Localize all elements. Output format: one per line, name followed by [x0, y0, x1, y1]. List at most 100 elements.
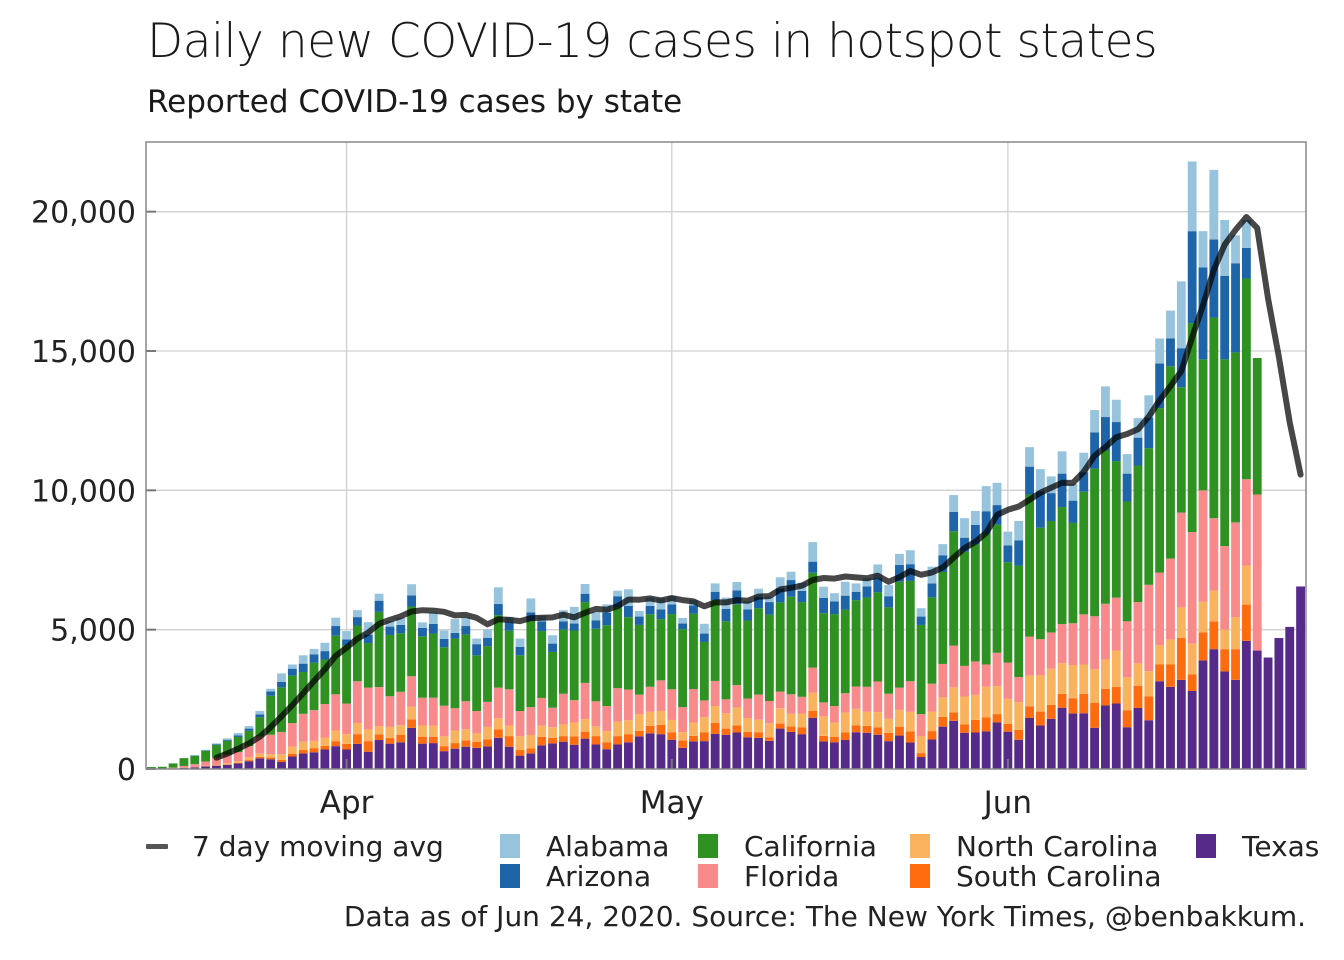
bar-segment-south-carolina — [1079, 693, 1089, 714]
bar-segment-north-carolina — [396, 725, 406, 736]
bar-segment-south-carolina — [342, 743, 351, 750]
bar-segment-florida — [992, 652, 1002, 687]
bar-segment-texas — [1014, 739, 1024, 769]
bar-segment-alabama — [418, 622, 427, 628]
bar-segment-south-carolina — [407, 719, 417, 728]
bar-segment-north-carolina — [287, 746, 297, 754]
bar-segment-florida — [678, 707, 688, 733]
bar-segment-north-carolina — [721, 713, 731, 729]
bar-segment-south-carolina — [558, 736, 568, 742]
bar-segment-north-carolina — [905, 711, 915, 732]
bar-segment-texas — [667, 739, 677, 769]
bar-segment-texas — [992, 722, 1002, 769]
bar-segment-arizona — [1014, 540, 1024, 566]
bar-segment-arizona — [624, 605, 633, 618]
bar-segment-california — [743, 620, 753, 699]
bar-segment-south-carolina — [710, 722, 720, 734]
bar-segment-south-carolina — [1035, 711, 1045, 726]
bar-segment-florida — [808, 667, 818, 693]
bar-segment-texas — [938, 726, 948, 769]
bar-segment-arizona — [884, 596, 894, 608]
bar-segment-arizona — [309, 654, 319, 663]
bar-segment-south-carolina — [352, 734, 362, 744]
bar-segment-texas — [1252, 650, 1262, 769]
bar-segment-south-carolina — [699, 732, 709, 742]
bar-segment-arizona — [829, 601, 839, 615]
bar-segment-california — [418, 636, 427, 698]
bar-segment-california — [537, 631, 547, 698]
bar-segment-california — [277, 687, 286, 732]
bar-segment-alabama — [938, 544, 948, 556]
bar-segment-alabama — [396, 617, 406, 625]
bar-segment-north-carolina — [645, 711, 655, 726]
bar-segment-alabama — [1122, 454, 1132, 474]
bar-segment-south-carolina — [624, 734, 633, 743]
y-tick-label: 10,000 — [31, 474, 136, 509]
bar-segment-alabama — [873, 564, 883, 579]
bar-segment-california — [352, 625, 362, 682]
bar-segment-arizona — [1046, 493, 1056, 521]
bar-segment-florida — [233, 752, 243, 762]
bar-segment-texas — [233, 763, 243, 769]
bar-segment-florida — [1176, 512, 1186, 608]
bar-segment-north-carolina — [862, 711, 872, 726]
bar-segment-alabama — [385, 621, 395, 627]
bar-segment-florida — [1187, 532, 1197, 644]
bar-segment-florida — [407, 676, 417, 707]
bar-segment-alabama — [1198, 231, 1208, 268]
bar-segment-north-carolina — [743, 718, 753, 732]
bar-segment-texas — [1035, 725, 1045, 769]
bar-segment-north-carolina — [591, 726, 601, 737]
bar-segment-california — [960, 551, 969, 666]
bar-segment-north-carolina — [407, 706, 417, 720]
bar-segment-south-carolina — [992, 714, 1002, 723]
bar-segment-north-carolina — [493, 718, 503, 730]
bar-segment-south-carolina — [916, 753, 926, 758]
bar-segment-arizona — [797, 590, 807, 603]
bar-segment-california — [1025, 494, 1034, 637]
bar-segment-arizona — [537, 621, 547, 632]
y-tick-label: 20,000 — [31, 196, 136, 231]
bar-segment-south-carolina — [851, 725, 861, 733]
bar-segment-texas — [407, 727, 417, 769]
bar-segment-south-carolina — [461, 740, 471, 747]
bar-segment-california — [179, 758, 189, 766]
bar-segment-texas — [851, 732, 861, 769]
bar-segment-arizona — [775, 588, 785, 603]
bar-segment-north-carolina — [472, 733, 482, 742]
bar-segment-arizona — [808, 561, 818, 573]
bar-segment-texas — [1231, 679, 1240, 769]
bar-segment-texas — [916, 757, 926, 769]
bar-segment-south-carolina — [927, 731, 937, 740]
bar-segment-north-carolina — [548, 727, 557, 738]
bar-segment-texas — [428, 743, 438, 769]
bar-segment-south-carolina — [1014, 729, 1024, 740]
bar-segment-arizona — [233, 735, 243, 737]
bar-segment-south-carolina — [721, 728, 731, 735]
bar-segment-california — [1014, 565, 1024, 678]
bar-segment-arizona — [331, 626, 341, 636]
bar-segment-north-carolina — [233, 761, 243, 763]
bar-segment-california — [450, 638, 460, 709]
bar-segment-florida — [721, 699, 731, 714]
bar-segment-california — [981, 533, 991, 665]
bar-segment-alabama — [1014, 520, 1024, 541]
bar-segment-north-carolina — [298, 741, 308, 751]
bar-segment-arizona — [1122, 473, 1132, 502]
bar-segment-arizona — [266, 691, 276, 696]
bar-segment-north-carolina — [385, 726, 395, 739]
bar-segment-texas — [439, 751, 449, 769]
bar-segment-florida — [1111, 597, 1121, 651]
bar-segment-florida — [1198, 490, 1208, 602]
bar-segment-south-carolina — [840, 732, 850, 741]
bar-segment-alabama — [1155, 338, 1165, 364]
bar-segment-arizona — [1166, 338, 1175, 367]
bar-segment-north-carolina — [775, 708, 785, 724]
bar-segment-north-carolina — [320, 737, 330, 746]
bar-segment-arizona — [504, 622, 514, 631]
bar-segment-california — [1231, 352, 1240, 523]
bar-segment-california — [938, 571, 948, 664]
bar-segment-arizona — [418, 627, 427, 637]
bar-segment-texas — [190, 767, 200, 769]
